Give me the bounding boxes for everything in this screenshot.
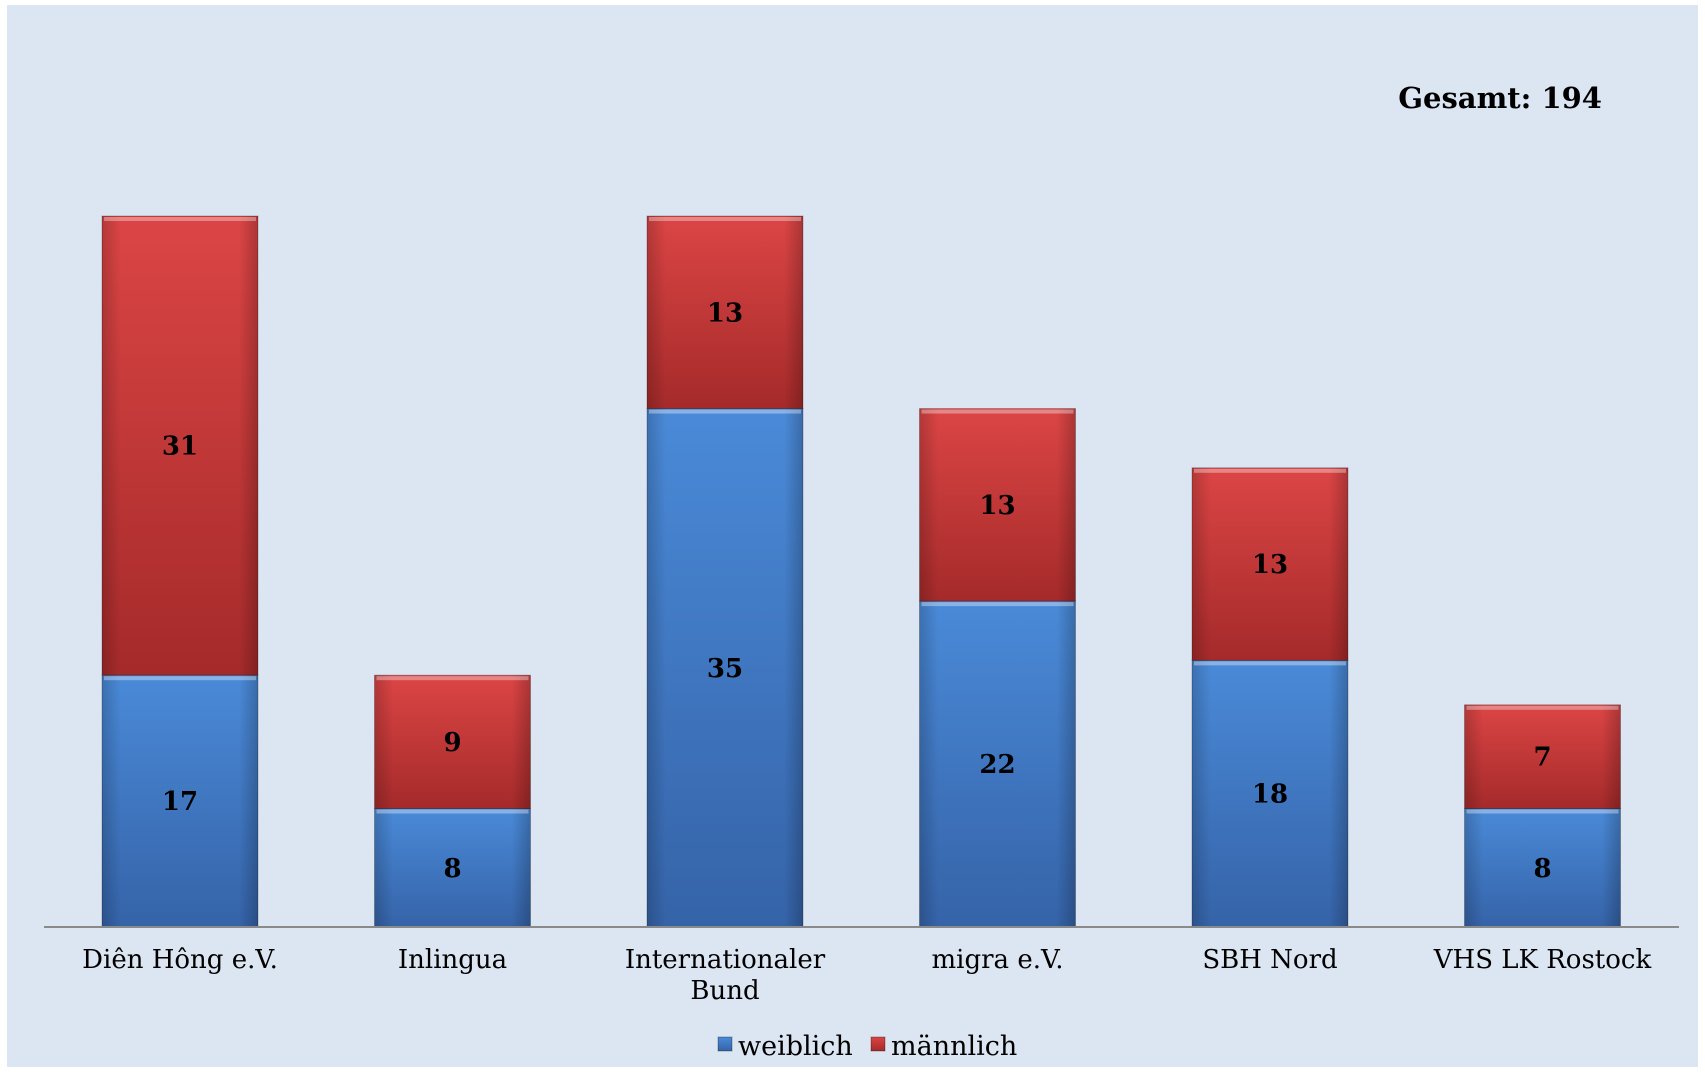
category-label-6: VHS LK Rostock [1433,945,1652,975]
bar-highlight-männlich-6 [1466,705,1619,710]
category-label-1: Diên Hông e.V. [82,945,278,975]
bar-highlight-weiblich-4 [921,602,1074,607]
bar-shade-weiblich-3 [647,408,803,927]
data-label-männlich-1: 31 [162,432,198,462]
bar-highlight-männlich-4 [921,409,1074,414]
legend-label-männlich: männlich [891,1031,1017,1062]
bar-shade-männlich-4 [919,408,1076,602]
bar-shade-männlich-1 [102,216,258,676]
bar-highlight-weiblich-6 [1466,809,1619,814]
data-label-männlich-5: 13 [1252,550,1288,580]
data-label-weiblich-1: 17 [162,787,198,817]
bar-highlight-männlich-1 [104,217,256,221]
bar-highlight-weiblich-2 [376,809,529,814]
bar-shade-weiblich-4 [919,601,1076,927]
category-label-4: migra e.V. [932,945,1064,975]
category-label-3: Internationaler Bund [625,945,826,1006]
bar-shade-männlich-3 [647,216,803,409]
bar-shade-männlich-6 [1464,704,1621,809]
bar-highlight-weiblich-5 [1194,661,1346,666]
legend-swatch-männlich [870,1036,886,1052]
bar-shade-weiblich-6 [1464,808,1621,927]
legend-label-weiblich: weiblich [738,1031,853,1062]
bar-shade-männlich-2 [374,675,531,809]
stacked-bar-chart: 17 31 8 9 35 13 22 13 18 13 8 7 Diên Hông e.V. Inlin… [44,81,1679,1062]
data-label-weiblich-2: 8 [443,854,461,884]
data-label-männlich-3: 13 [707,298,743,328]
data-label-weiblich-4: 22 [979,750,1015,780]
bar-shade-weiblich-5 [1192,660,1348,927]
data-label-weiblich-3: 35 [707,654,743,684]
bar-highlight-männlich-3 [649,217,801,221]
bar-shade-weiblich-2 [374,808,531,927]
category-label-5: SBH Nord [1202,945,1337,975]
legend: weiblich männlich [717,1031,1017,1062]
bars-group: 17 31 8 9 35 13 22 13 18 13 8 7 [101,215,1621,928]
data-label-weiblich-5: 18 [1252,780,1288,810]
legend-swatch-weiblich [717,1036,733,1052]
bar-highlight-weiblich-3 [649,409,801,414]
data-label-männlich-6: 7 [1533,743,1551,773]
bar-shade-männlich-5 [1192,467,1348,661]
category-label-2: Inlingua [398,945,507,975]
bar-highlight-männlich-2 [376,676,529,681]
bar-highlight-männlich-5 [1194,468,1346,473]
data-label-weiblich-6: 8 [1533,854,1551,884]
chart-area: 17 31 8 9 35 13 22 13 18 13 8 7 Diên Hông e.V. Inlin… [7,5,1698,1067]
bar-shade-weiblich-1 [102,675,258,927]
total-annotation: Gesamt: 194 [1398,81,1602,115]
category-labels: Diên Hông e.V. Inlingua Internationaler Bun… [82,945,1651,1006]
data-label-männlich-4: 13 [979,491,1015,521]
bar-highlight-weiblich-1 [104,676,256,681]
data-label-männlich-2: 9 [443,728,461,758]
